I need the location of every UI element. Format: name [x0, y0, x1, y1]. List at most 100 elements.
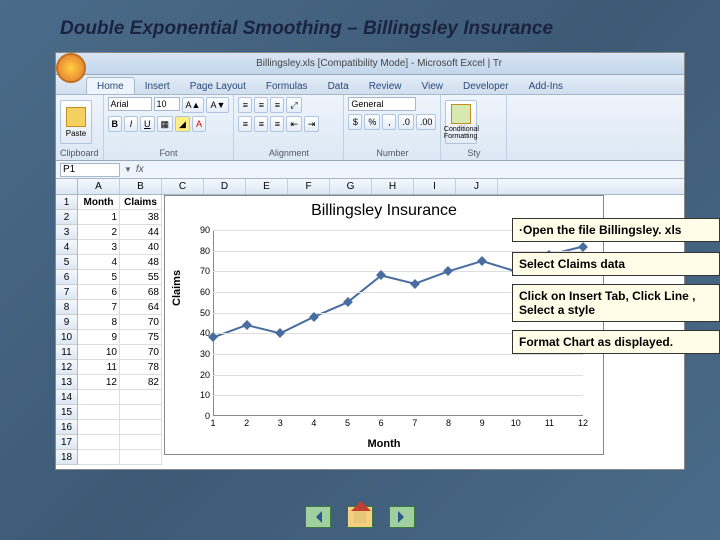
italic-button[interactable]: I: [124, 116, 138, 132]
cell[interactable]: [78, 420, 120, 435]
indent-dec-button[interactable]: ⇤: [286, 116, 302, 132]
cell[interactable]: Month: [78, 195, 120, 210]
namebox-dropdown-icon[interactable]: ▼: [124, 165, 132, 174]
cell[interactable]: 4: [78, 255, 120, 270]
column-header[interactable]: J: [456, 179, 498, 194]
cell[interactable]: 82: [120, 375, 162, 390]
cell[interactable]: [120, 390, 162, 405]
row-header[interactable]: 11: [56, 345, 78, 360]
column-header[interactable]: E: [246, 179, 288, 194]
column-header[interactable]: G: [330, 179, 372, 194]
number-format-select[interactable]: General: [348, 97, 416, 111]
row-header[interactable]: 5: [56, 255, 78, 270]
row-header[interactable]: 17: [56, 435, 78, 450]
cell[interactable]: 2: [78, 225, 120, 240]
fx-icon[interactable]: fx: [136, 164, 144, 175]
row-header[interactable]: 1: [56, 195, 78, 210]
align-left-button[interactable]: ≡: [238, 116, 252, 132]
underline-button[interactable]: U: [140, 116, 155, 132]
row-header[interactable]: 8: [56, 300, 78, 315]
cell[interactable]: 48: [120, 255, 162, 270]
row-header[interactable]: 13: [56, 375, 78, 390]
ribbon-tab-add-ins[interactable]: Add-Ins: [519, 78, 573, 94]
row-header[interactable]: 14: [56, 390, 78, 405]
row-header[interactable]: 16: [56, 420, 78, 435]
font-color-button[interactable]: A: [192, 116, 206, 132]
name-box[interactable]: P1: [60, 163, 120, 177]
ribbon-tab-view[interactable]: View: [411, 78, 453, 94]
cell[interactable]: 70: [120, 345, 162, 360]
column-header[interactable]: F: [288, 179, 330, 194]
cell[interactable]: [120, 450, 162, 465]
cell[interactable]: [78, 405, 120, 420]
column-header[interactable]: A: [78, 179, 120, 194]
office-button[interactable]: [56, 53, 86, 83]
cell[interactable]: 12: [78, 375, 120, 390]
ribbon-tab-home[interactable]: Home: [86, 77, 135, 94]
select-all-corner[interactable]: [56, 179, 78, 194]
orientation-button[interactable]: ⤢: [286, 97, 301, 113]
cell[interactable]: [78, 390, 120, 405]
conditional-formatting-button[interactable]: ConditionalFormatting: [445, 100, 477, 144]
row-header[interactable]: 3: [56, 225, 78, 240]
cell[interactable]: 55: [120, 270, 162, 285]
column-header[interactable]: B: [120, 179, 162, 194]
font-size-select[interactable]: 10: [154, 97, 180, 111]
ribbon-tab-data[interactable]: Data: [318, 78, 359, 94]
cell[interactable]: 68: [120, 285, 162, 300]
cell[interactable]: [78, 450, 120, 465]
align-middle-button[interactable]: ≡: [254, 97, 268, 113]
row-header[interactable]: 15: [56, 405, 78, 420]
column-header[interactable]: H: [372, 179, 414, 194]
border-button[interactable]: ▦: [157, 116, 174, 132]
cell[interactable]: Claims: [120, 195, 162, 210]
cell[interactable]: [120, 405, 162, 420]
cell[interactable]: 9: [78, 330, 120, 345]
dec-decimal-button[interactable]: .00: [416, 114, 437, 130]
cell[interactable]: 7: [78, 300, 120, 315]
align-top-button[interactable]: ≡: [238, 97, 252, 113]
nav-back-button[interactable]: [305, 506, 331, 528]
cell[interactable]: 5: [78, 270, 120, 285]
row-header[interactable]: 2: [56, 210, 78, 225]
ribbon-tab-developer[interactable]: Developer: [453, 78, 519, 94]
fill-color-button[interactable]: ◢: [175, 116, 190, 132]
font-family-select[interactable]: Arial: [108, 97, 152, 111]
cell[interactable]: [120, 420, 162, 435]
row-header[interactable]: 10: [56, 330, 78, 345]
column-header[interactable]: D: [204, 179, 246, 194]
align-center-button[interactable]: ≡: [254, 116, 268, 132]
row-header[interactable]: 7: [56, 285, 78, 300]
cell[interactable]: 78: [120, 360, 162, 375]
nav-forward-button[interactable]: [389, 506, 415, 528]
align-right-button[interactable]: ≡: [270, 116, 284, 132]
cell[interactable]: 75: [120, 330, 162, 345]
cell[interactable]: 10: [78, 345, 120, 360]
nav-home-button[interactable]: [347, 506, 373, 528]
cell[interactable]: 6: [78, 285, 120, 300]
ribbon-tab-insert[interactable]: Insert: [135, 78, 180, 94]
row-header[interactable]: 12: [56, 360, 78, 375]
paste-button[interactable]: Paste: [60, 100, 92, 144]
cell[interactable]: 1: [78, 210, 120, 225]
cell[interactable]: 3: [78, 240, 120, 255]
column-header[interactable]: I: [414, 179, 456, 194]
cell[interactable]: 8: [78, 315, 120, 330]
currency-button[interactable]: $: [348, 114, 362, 130]
cell[interactable]: 38: [120, 210, 162, 225]
cell[interactable]: 64: [120, 300, 162, 315]
cell[interactable]: [120, 435, 162, 450]
cell[interactable]: 40: [120, 240, 162, 255]
grow-font-button[interactable]: A▲: [182, 97, 205, 113]
cell[interactable]: 70: [120, 315, 162, 330]
bold-button[interactable]: B: [108, 116, 123, 132]
ribbon-tab-formulas[interactable]: Formulas: [256, 78, 318, 94]
shrink-font-button[interactable]: A▼: [206, 97, 229, 113]
inc-decimal-button[interactable]: .0: [398, 114, 414, 130]
comma-button[interactable]: ,: [382, 114, 396, 130]
column-header[interactable]: C: [162, 179, 204, 194]
row-header[interactable]: 4: [56, 240, 78, 255]
cell[interactable]: 44: [120, 225, 162, 240]
row-header[interactable]: 9: [56, 315, 78, 330]
indent-inc-button[interactable]: ⇥: [304, 116, 320, 132]
